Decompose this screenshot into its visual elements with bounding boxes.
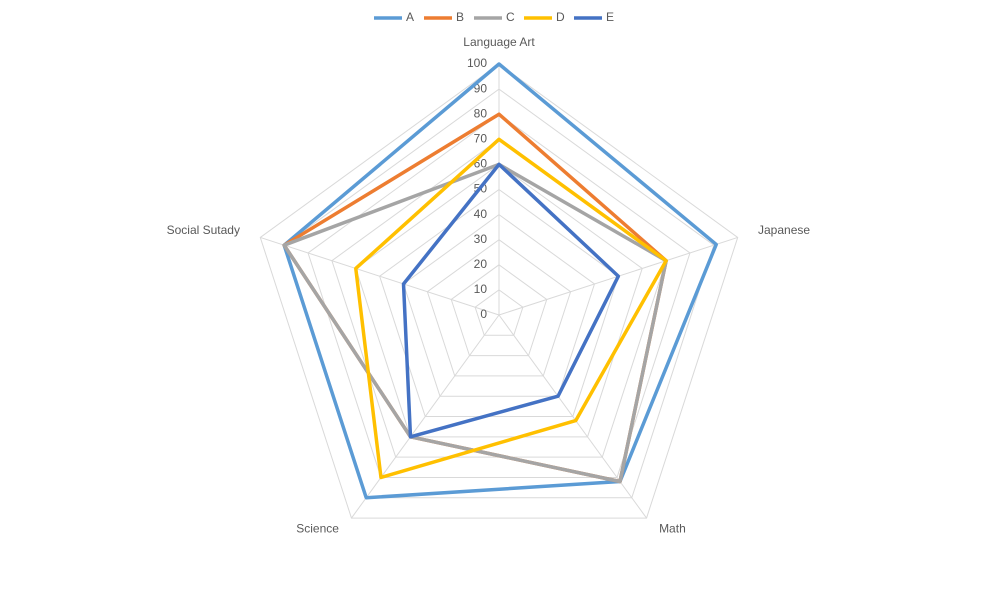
spoke bbox=[498, 314, 647, 519]
legend-label: C bbox=[506, 10, 515, 24]
spoke bbox=[260, 236, 500, 316]
series-line bbox=[354, 137, 668, 480]
tick-label: 70 bbox=[474, 131, 488, 145]
legend-label: E bbox=[606, 10, 614, 24]
tick-label: 20 bbox=[474, 257, 488, 271]
grid-line bbox=[307, 113, 691, 478]
grid-line bbox=[474, 289, 524, 336]
category-label: Japanese bbox=[758, 223, 810, 237]
grid-line bbox=[402, 213, 596, 397]
legend-label: B bbox=[456, 10, 464, 24]
tick-label: 40 bbox=[474, 207, 488, 221]
category-label: Math bbox=[659, 521, 686, 535]
series-line bbox=[401, 162, 621, 439]
grid-line bbox=[355, 163, 643, 438]
grid-line bbox=[379, 188, 619, 418]
grid-line bbox=[259, 63, 739, 519]
category-label: Science bbox=[296, 521, 339, 535]
category-label: Social Sutady bbox=[167, 223, 240, 237]
grid-line bbox=[426, 239, 572, 377]
tick-label: 80 bbox=[474, 106, 488, 120]
grid-line bbox=[450, 264, 548, 357]
tick-label: 0 bbox=[480, 307, 487, 321]
tick-label: 100 bbox=[467, 56, 487, 70]
tick-label: 10 bbox=[474, 282, 488, 296]
legend-label: D bbox=[556, 10, 565, 24]
tick-label: 30 bbox=[474, 232, 488, 246]
series-line bbox=[282, 162, 668, 484]
spoke bbox=[351, 314, 500, 519]
category-label: Language Art bbox=[463, 35, 535, 49]
series-line bbox=[282, 62, 718, 500]
legend-label: A bbox=[406, 10, 414, 24]
grid-line bbox=[283, 88, 715, 499]
